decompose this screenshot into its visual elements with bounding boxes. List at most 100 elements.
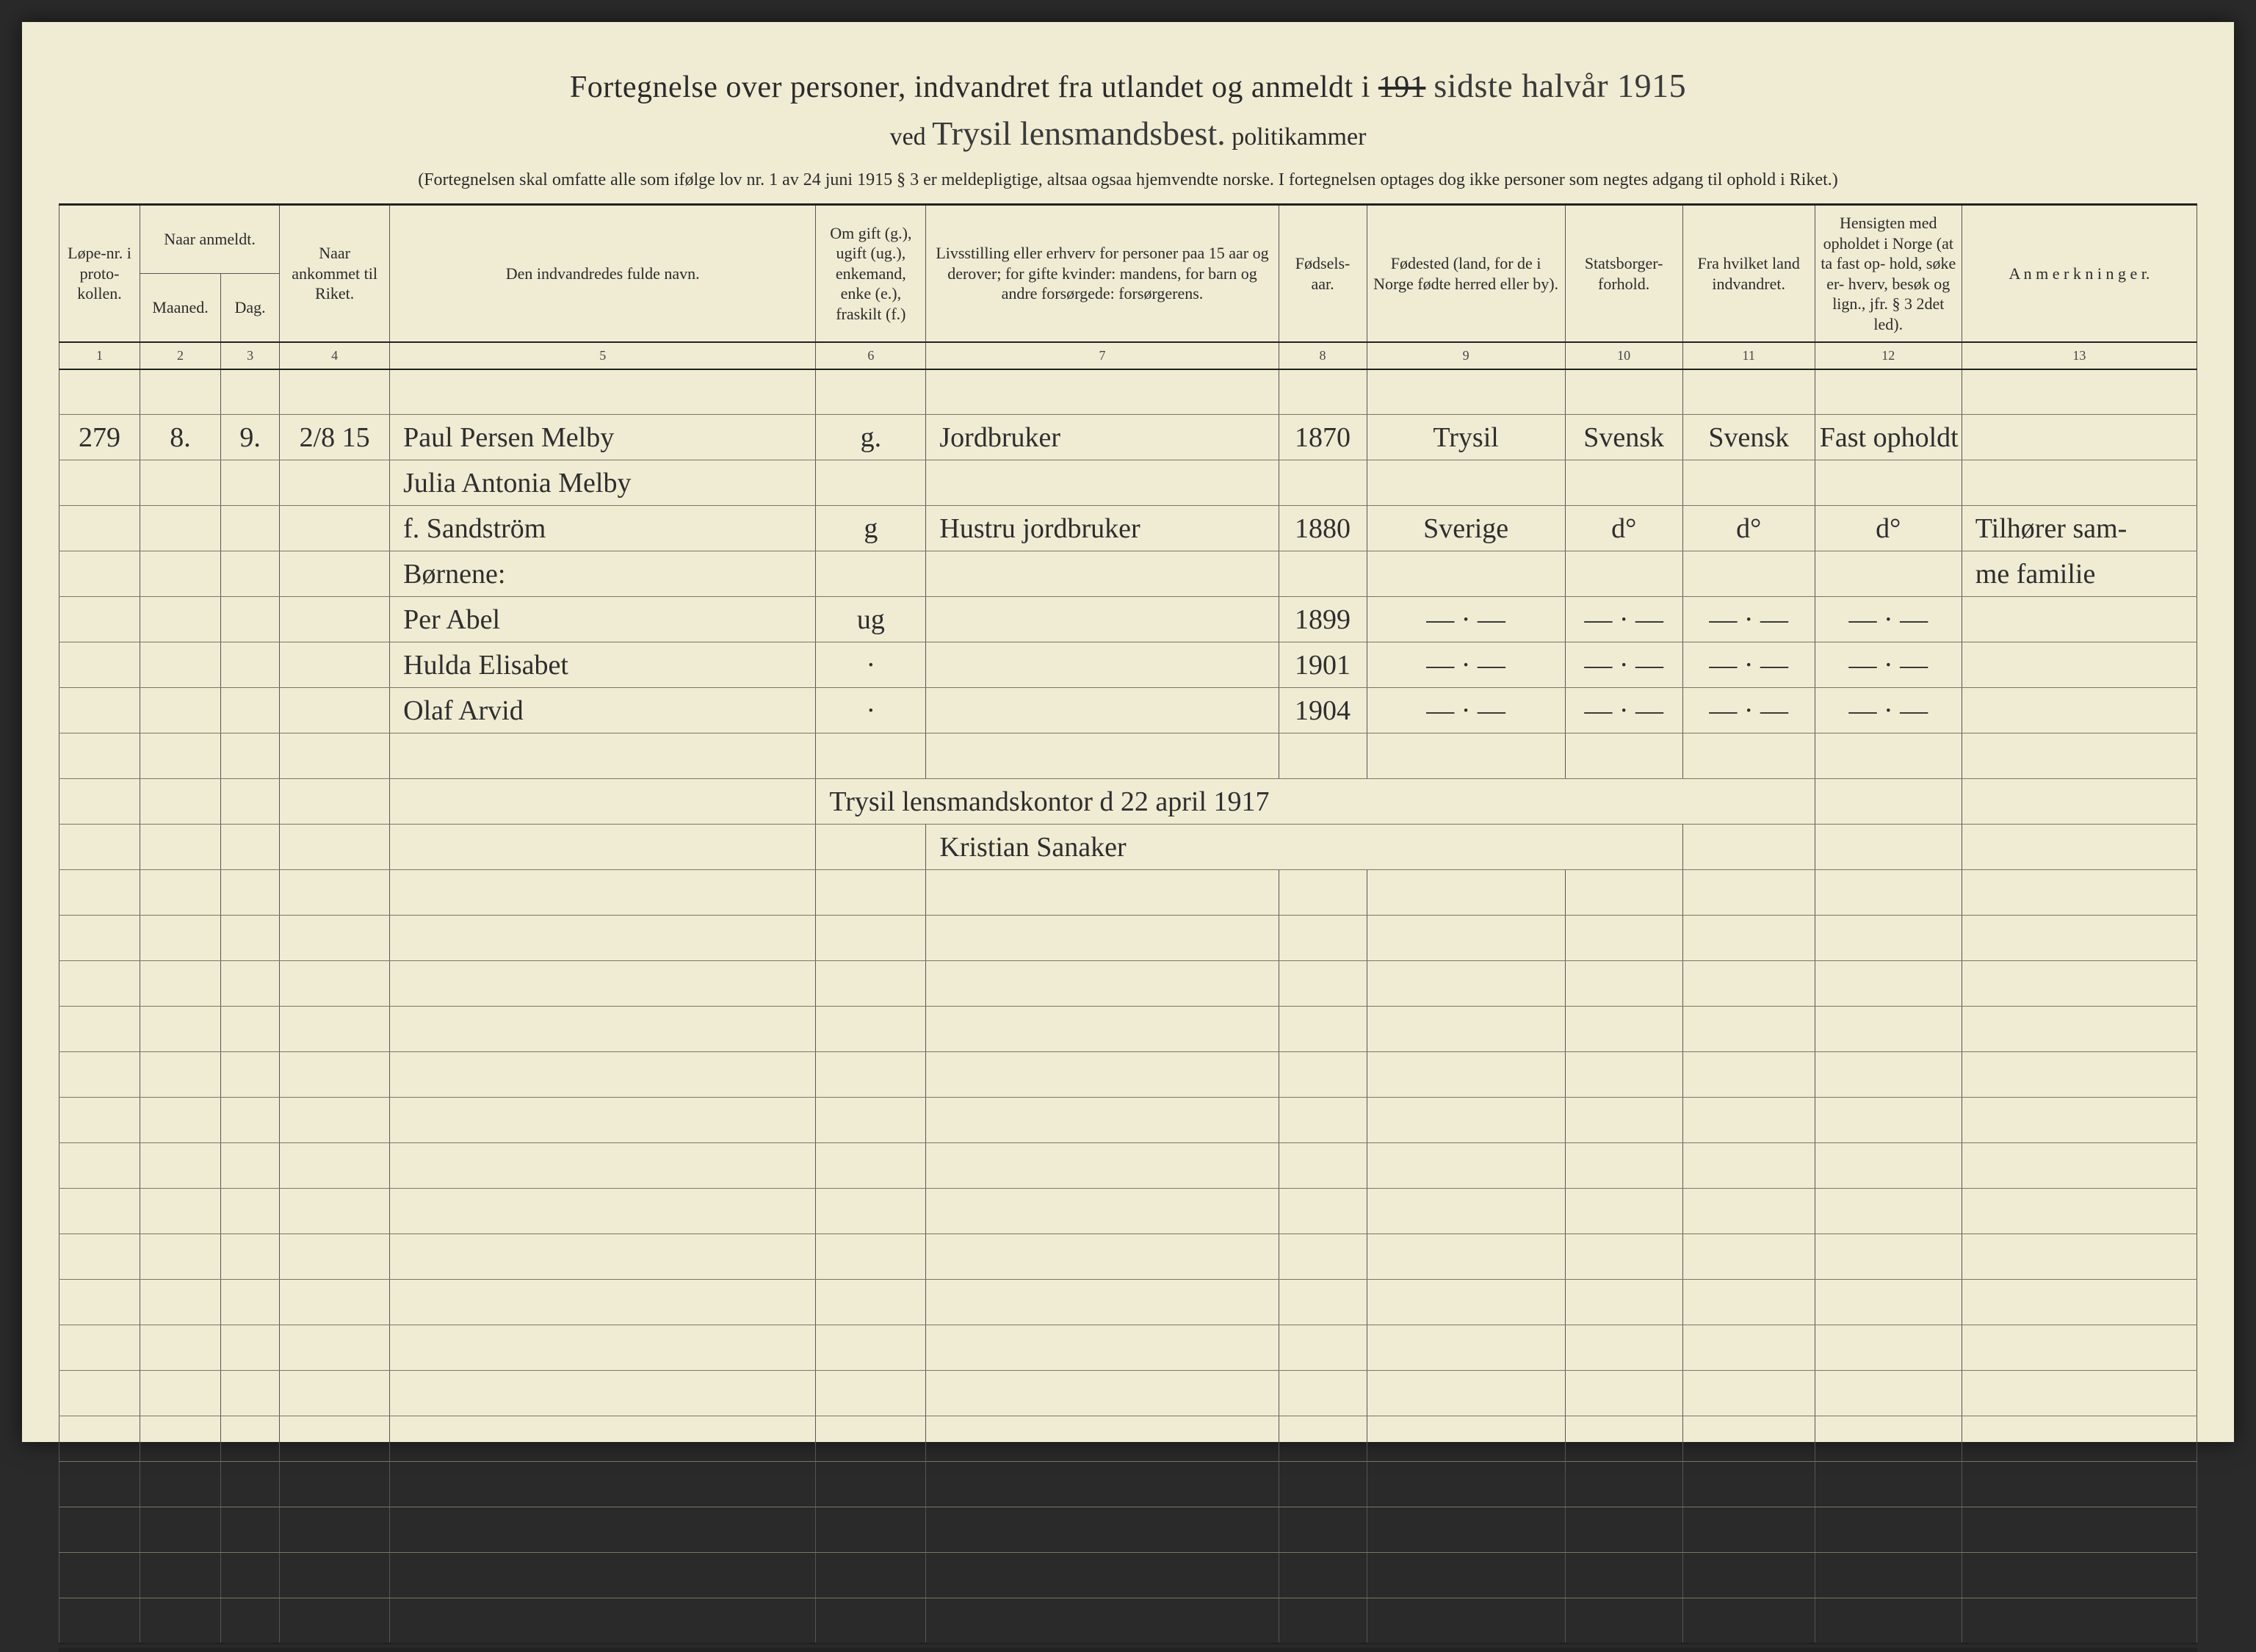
cell (221, 460, 280, 506)
cell: 279 (59, 415, 140, 460)
cell (1815, 1189, 1962, 1234)
table-row (59, 1098, 2197, 1143)
cell (1279, 1371, 1367, 1416)
table-row: Hulda Elisabet·1901— · —— · —— · —— · — (59, 642, 2197, 688)
cell (1565, 1325, 1682, 1371)
cell (59, 1507, 140, 1553)
cell (221, 1371, 280, 1416)
cell (280, 1371, 390, 1416)
cell (926, 1007, 1279, 1052)
cell (1682, 1280, 1815, 1325)
cell (1962, 1371, 2197, 1416)
cell (816, 825, 926, 870)
cell (1682, 1553, 1815, 1598)
cell (1682, 1007, 1815, 1052)
cell (221, 733, 280, 779)
cell (1962, 733, 2197, 779)
cell (280, 916, 390, 961)
cell (221, 1234, 280, 1280)
cell (59, 506, 140, 551)
colnum-1: 1 (59, 342, 140, 369)
cell: me familie (1962, 551, 2197, 597)
cell (1279, 961, 1367, 1007)
cell (390, 1507, 816, 1553)
signature-row-2: Kristian Sanaker (59, 825, 2197, 870)
cell: g. (816, 415, 926, 460)
cell (221, 1507, 280, 1553)
cell (926, 1371, 1279, 1416)
cell (140, 916, 221, 961)
col-header-12: Hensigten med opholdet i Norge (at ta fa… (1815, 205, 1962, 343)
cell: Fast opholdt (1815, 415, 1962, 460)
cell (816, 916, 926, 961)
cell (816, 961, 926, 1007)
cell (280, 1280, 390, 1325)
cell (1815, 551, 1962, 597)
col-header-5: Den indvandredes fulde navn. (390, 205, 816, 343)
cell (816, 369, 926, 415)
cell (1565, 1598, 1682, 1644)
cell (1367, 1280, 1565, 1325)
cell (1962, 1462, 2197, 1507)
cell (221, 1189, 280, 1234)
cell (1565, 1189, 1682, 1234)
cell (140, 1189, 221, 1234)
cell (926, 1416, 1279, 1462)
cell: Trysil (1367, 415, 1565, 460)
cell (280, 1143, 390, 1189)
col-header-13: A n m e r k n i n g e r. (1962, 205, 2197, 343)
cell (140, 870, 221, 916)
cell (926, 1143, 1279, 1189)
cell (390, 1598, 816, 1644)
cell (221, 642, 280, 688)
cell (280, 1416, 390, 1462)
cell (816, 1325, 926, 1371)
cell (221, 1598, 280, 1644)
cell (1962, 916, 2197, 961)
colnum-10: 10 (1565, 342, 1682, 369)
colnum-6: 6 (816, 342, 926, 369)
cell (926, 870, 1279, 916)
cell (1279, 1098, 1367, 1143)
cell (1682, 870, 1815, 916)
cell (1279, 460, 1367, 506)
cell: Hustru jordbruker (926, 506, 1279, 551)
cell (390, 825, 816, 870)
table-row (59, 1234, 2197, 1280)
cell (926, 1280, 1279, 1325)
cell (1367, 460, 1565, 506)
cell (1367, 733, 1565, 779)
cell: — · — (1367, 597, 1565, 642)
cell (1962, 597, 2197, 642)
cell (926, 1234, 1279, 1280)
cell: Sverige (1367, 506, 1565, 551)
cell (390, 1234, 816, 1280)
cell (221, 961, 280, 1007)
cell (390, 1416, 816, 1462)
cell (140, 1280, 221, 1325)
cell (926, 961, 1279, 1007)
cell (59, 597, 140, 642)
cell (926, 597, 1279, 642)
cell (59, 1098, 140, 1143)
cell: — · — (1565, 597, 1682, 642)
cell: · (816, 688, 926, 733)
cell (390, 1007, 816, 1052)
cell (221, 688, 280, 733)
cell (390, 733, 816, 779)
cell (59, 642, 140, 688)
cell (280, 961, 390, 1007)
cell (1815, 1371, 1962, 1416)
cell (221, 1280, 280, 1325)
cell (816, 870, 926, 916)
colnum-8: 8 (1279, 342, 1367, 369)
cell (59, 1553, 140, 1598)
table-row (59, 1143, 2197, 1189)
cell (280, 1189, 390, 1234)
cell (1962, 825, 2197, 870)
table-row (59, 369, 2197, 415)
cell (390, 1052, 816, 1098)
cell (816, 1052, 926, 1098)
cell (926, 916, 1279, 961)
table-row: Per Abelug1899— · —— · —— · —— · — (59, 597, 2197, 642)
